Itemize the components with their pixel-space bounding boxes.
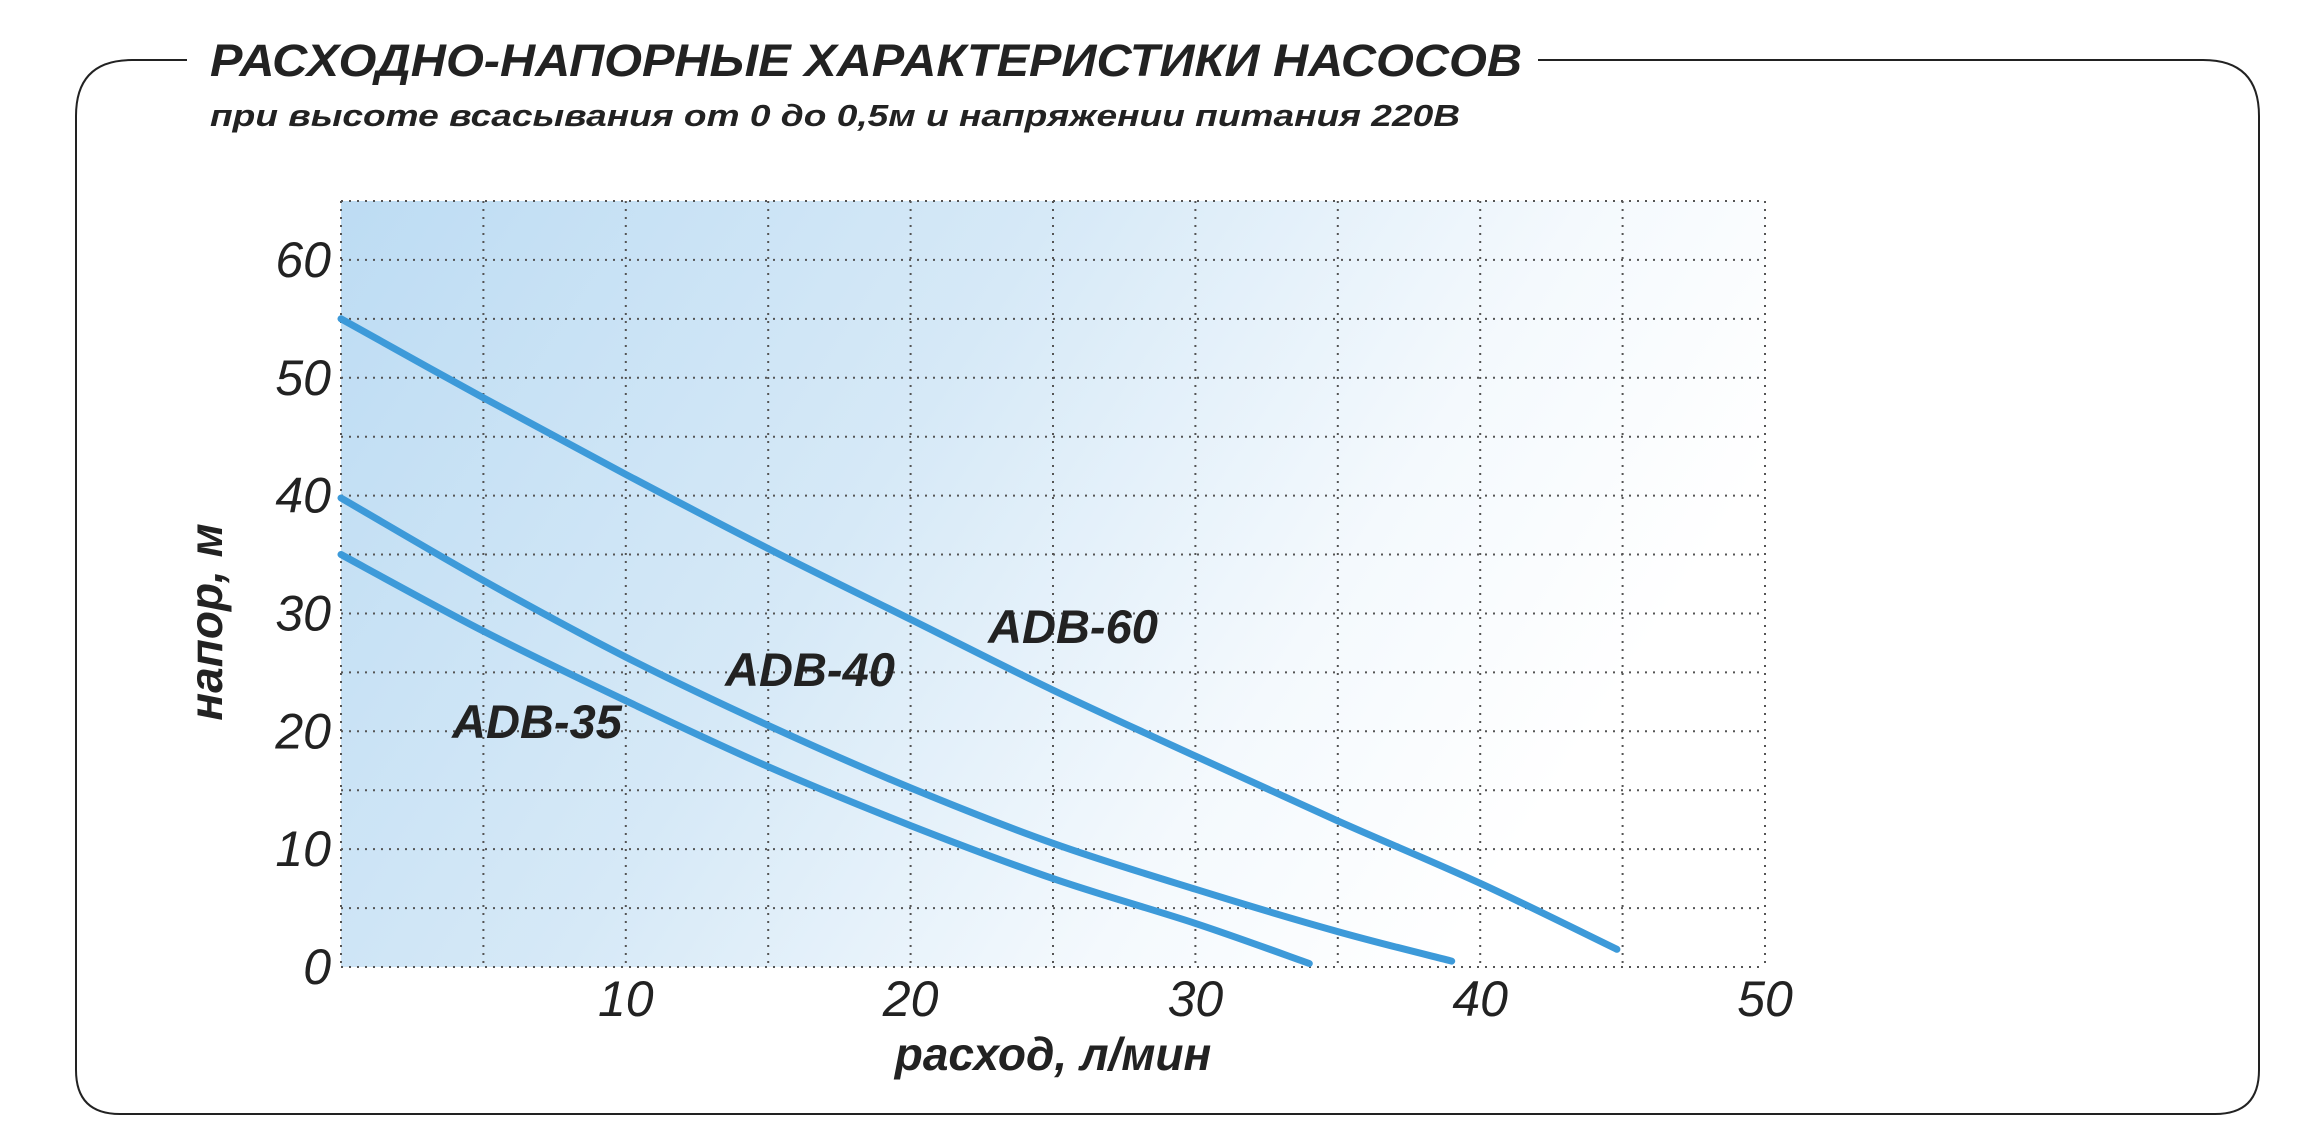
y-tick-label: 30 bbox=[275, 585, 331, 641]
series-line-adb-40 bbox=[337, 494, 1456, 965]
series-line-adb-35 bbox=[337, 551, 1313, 967]
grid bbox=[340, 200, 1766, 968]
series-line-adb-60 bbox=[337, 315, 1621, 953]
x-tick-label: 50 bbox=[1737, 971, 1793, 1027]
plot-area bbox=[341, 201, 1765, 967]
frame-border bbox=[75, 59, 2260, 1115]
chart-subtitle: при высоте всасывания от 0 до 0,5м и нап… bbox=[210, 98, 1460, 133]
y-tick-label: 10 bbox=[275, 821, 331, 877]
chart-title: РАСХОДНО-НАПОРНЫЕ ХАРАКТЕРИСТИКИ НАСОСОВ bbox=[210, 35, 1522, 86]
y-tick-label: 40 bbox=[275, 468, 331, 524]
y-axis-label: напор, м bbox=[180, 523, 232, 720]
series-label-adb-40: ADB-40 bbox=[724, 643, 895, 696]
y-axis-ticks: 0 10 20 30 40 50 60 bbox=[274, 232, 331, 995]
y-tick-label: 60 bbox=[275, 232, 331, 288]
series-label-adb-60: ADB-60 bbox=[987, 600, 1158, 653]
x-axis-ticks: 10 20 30 40 50 bbox=[598, 971, 1793, 1027]
series-labels: ADB-35 ADB-40 ADB-60 bbox=[451, 600, 1158, 748]
series-lines bbox=[337, 315, 1621, 967]
x-tick-label: 30 bbox=[1168, 971, 1224, 1027]
series-label-adb-35: ADB-35 bbox=[451, 695, 623, 748]
y-tick-label: 20 bbox=[274, 703, 331, 759]
y-tick-label: 0 bbox=[303, 939, 331, 995]
x-axis-label: расход, л/мин bbox=[893, 1028, 1212, 1080]
y-tick-label: 50 bbox=[275, 350, 331, 406]
x-tick-label: 40 bbox=[1452, 971, 1508, 1027]
x-tick-label: 20 bbox=[882, 971, 939, 1027]
x-tick-label: 10 bbox=[598, 971, 654, 1027]
